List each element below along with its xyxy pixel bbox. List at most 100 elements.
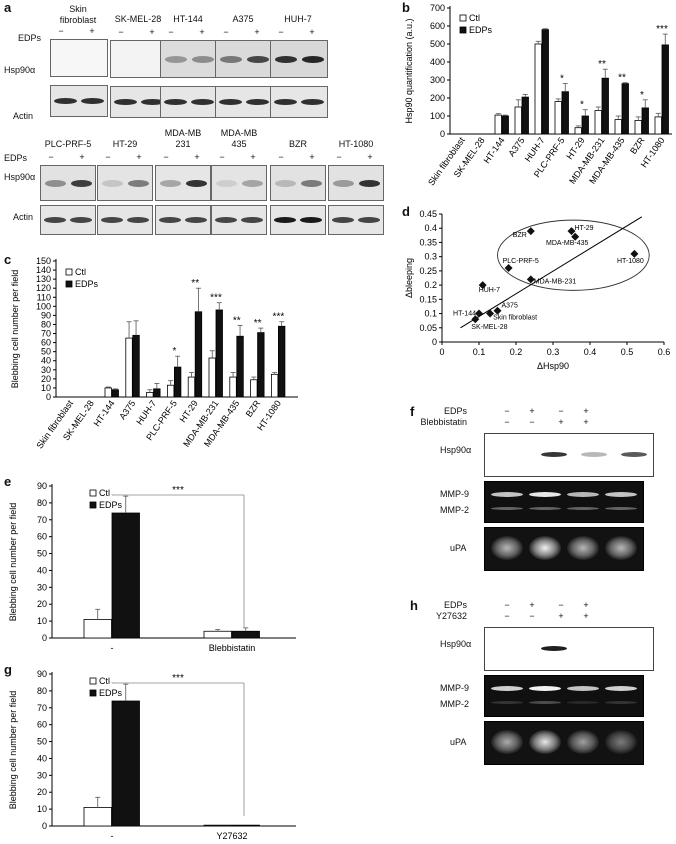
point-label: HT-144 [453, 311, 476, 318]
plus-sign: + [309, 152, 315, 162]
blot-band [274, 217, 296, 223]
y-tick-label: 100 [430, 111, 445, 121]
y-tick-label: 10 [37, 804, 47, 814]
point-label: A375 [502, 303, 518, 310]
hsp90-blot [270, 40, 328, 78]
blot-band [102, 180, 123, 187]
legend-swatch [65, 268, 73, 276]
blot-band [302, 56, 324, 63]
blot-band [45, 180, 66, 187]
edps-bar [236, 335, 244, 398]
zymography-upa [484, 527, 644, 571]
legend-swatch [89, 677, 97, 685]
y-tick-label: 30 [41, 365, 51, 375]
blot-band [191, 99, 214, 105]
significance-label: ** [233, 315, 241, 326]
blot-band [491, 701, 523, 704]
blot-label-hsp90: Hsp90α [440, 639, 472, 649]
ctl-bar [270, 373, 279, 398]
point-label: HT-29 [575, 225, 594, 232]
actin-blot [155, 205, 211, 235]
significance-label: ** [191, 278, 199, 289]
hsp90-blot [484, 627, 654, 671]
x-tick-label: Y27632 [216, 831, 247, 841]
blot-band [491, 492, 523, 497]
y-axis-label: Hsp90 quantification (a.u.) [404, 18, 414, 123]
y-tick-label: 90 [41, 310, 51, 320]
y-tick-label: 30 [37, 582, 47, 592]
blot-band [215, 217, 237, 223]
y-axis-label: Blebbing cell number per field [8, 691, 18, 810]
y-tick-label: 0 [42, 821, 47, 831]
blot-band [216, 180, 237, 187]
legend-swatch [89, 689, 97, 697]
blot-band [127, 217, 149, 223]
blot-band [54, 98, 77, 104]
y-tick-label: 600 [430, 21, 445, 31]
scatter-point [630, 249, 639, 258]
y-tick-label: 90 [37, 669, 47, 679]
blot-band [529, 701, 561, 704]
hsp90-blot [484, 433, 654, 477]
y-axis-label: Blebbing cell number per field [8, 503, 18, 622]
cell-line-name: A375 [232, 14, 254, 24]
treatment-sign: − [558, 406, 564, 416]
scatter-point [471, 315, 480, 324]
scatter-point [526, 275, 535, 284]
blot-band [247, 56, 269, 63]
treatment-sign: + [529, 600, 535, 610]
y-tick-label: 300 [430, 75, 445, 85]
minus-sign: − [105, 152, 111, 162]
y-tick-label: 0 [432, 337, 437, 347]
panel-d-label: d [402, 204, 410, 219]
blot-band [71, 180, 92, 187]
treatment-sign: + [583, 417, 589, 427]
y-tick-label: 80 [37, 498, 47, 508]
y-tick-label: 700 [430, 3, 445, 13]
blot-band [333, 180, 354, 187]
plus-sign: + [149, 27, 155, 37]
point-label: HUH-7 [479, 287, 500, 294]
blot-band [186, 180, 207, 187]
scatter-point [567, 227, 576, 236]
ctl-bar [574, 127, 582, 135]
treatment-sign: + [583, 611, 589, 621]
zymography-mmp [484, 481, 644, 523]
y-tick-label: 40 [41, 356, 51, 366]
y-tick-label: 70 [41, 329, 51, 339]
blot-band [605, 701, 637, 704]
zymography-upa [484, 721, 644, 765]
scatter-point [478, 281, 487, 290]
minus-sign: − [48, 152, 54, 162]
legend-label: Ctl [75, 267, 86, 277]
y-tick-label: 120 [36, 283, 51, 293]
edps-bar [641, 107, 649, 135]
treatment-sign: − [504, 406, 510, 416]
x-tick-label: 0.6 [658, 347, 671, 357]
ctl-bar [203, 630, 232, 639]
panel-g-chart: 0 10 20 30 40 50 60 70 80 90 Blebbing cell number … [8, 669, 296, 841]
ctl-bar [654, 116, 662, 135]
minus-sign: − [58, 26, 64, 36]
blot-band [567, 507, 599, 510]
cell-line-name: MDA-MB 231 [164, 128, 202, 149]
minus-sign: − [219, 152, 225, 162]
blot-band [605, 730, 637, 754]
edps-bar [194, 311, 203, 398]
y-tick-label: 200 [430, 93, 445, 103]
hsp90-blot [160, 40, 218, 78]
y-tick-label: 150 [36, 256, 51, 266]
ctl-bar [229, 376, 237, 398]
significance-label: * [172, 346, 176, 357]
blot-band [605, 536, 637, 560]
treatment-sign: − [558, 600, 564, 610]
y-tick-label: 80 [37, 686, 47, 696]
scatter-point [486, 309, 495, 318]
blot-band [274, 99, 297, 105]
blot-band [567, 730, 599, 754]
cell-line-name: SK-MEL-28 [114, 14, 162, 24]
blot-label-upa: uPA [450, 543, 467, 553]
blot-band [358, 217, 380, 223]
blot-band [70, 217, 92, 223]
